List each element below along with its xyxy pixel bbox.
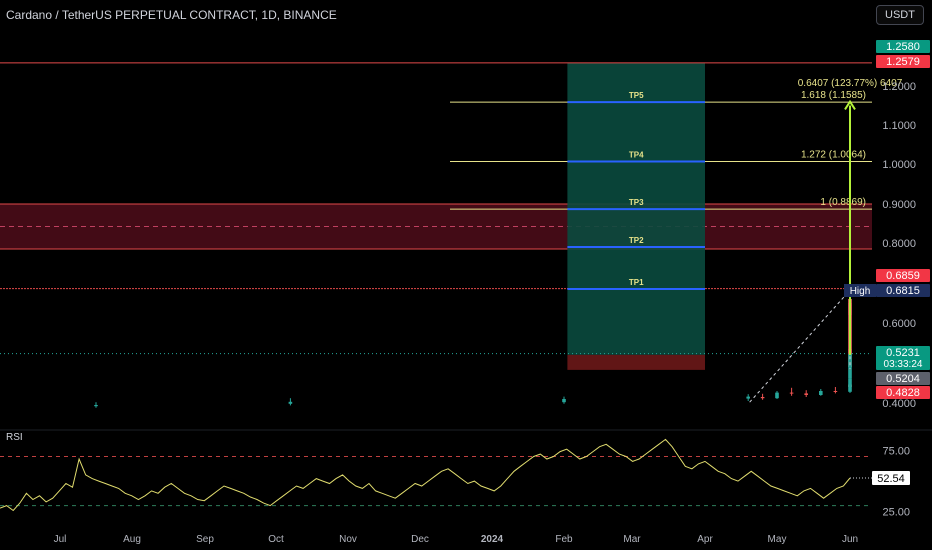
candle-body	[94, 405, 98, 407]
rsi-y-tick-label: 25.00	[882, 507, 910, 519]
y-tick-label: 0.4000	[882, 398, 916, 410]
tp-label: TP2	[629, 236, 644, 245]
price-label-value: 0.4828	[886, 387, 920, 399]
x-tick-label: May	[768, 534, 787, 545]
price-label-value: 0.5204	[886, 373, 920, 385]
tp-label: TP1	[629, 278, 644, 287]
price-label-box	[876, 284, 930, 297]
price-label-box	[876, 55, 930, 68]
candle-body	[819, 391, 823, 395]
zones-layer	[0, 62, 872, 370]
x-tick-label: Sep	[196, 534, 214, 545]
price-label-tag-box	[844, 284, 876, 297]
rsi-value: 52.54	[877, 473, 905, 485]
price-label-value: 1.2580	[886, 41, 920, 53]
fib-label: 1 (0.8869)	[820, 197, 866, 208]
trend-line-up	[749, 289, 851, 403]
x-tick-label: Apr	[697, 534, 713, 545]
price-label-value: 0.6815	[886, 285, 920, 297]
price-label-timer: 03:33:24	[884, 359, 923, 370]
rsi-y-tick-label: 75.00	[882, 445, 910, 457]
x-tick-label: 2024	[481, 534, 504, 545]
rsi-label: RSI	[6, 432, 23, 443]
price-label-value: 0.6859	[886, 270, 920, 282]
candle-body	[746, 396, 750, 399]
x-tick-label: Mar	[623, 534, 641, 545]
price-label-value: 0.5231	[886, 347, 920, 359]
currency-button[interactable]: USDT	[876, 5, 924, 25]
measure-label: 0.6407 (123.77%) 6407	[798, 78, 903, 89]
x-tick-label: Jul	[54, 534, 67, 545]
y-tick-label: 1.0000	[882, 159, 916, 171]
price-label-box	[876, 386, 930, 399]
x-tick-label: Nov	[339, 534, 357, 545]
candle-body	[562, 399, 566, 403]
overlays-layer: 1.618 (1.1585) 1.272 (1.0064) 1 (0.8869) TP…	[450, 78, 903, 403]
y-tick-label: 0.8000	[882, 238, 916, 250]
candle-body	[804, 393, 808, 395]
fib-label: 1.618 (1.1585)	[801, 90, 866, 101]
candle-body	[789, 392, 794, 394]
rsi-layer	[0, 429, 932, 512]
price-label-tag: High	[850, 286, 871, 297]
price-label-box	[876, 346, 930, 370]
y-tick-label: 0.6000	[882, 318, 916, 330]
tp-label: TP3	[629, 198, 644, 207]
candles-layer	[94, 291, 852, 408]
y-tick-label: 1.2000	[882, 81, 916, 93]
x-tick-label: Oct	[268, 534, 284, 545]
rsi-value-box	[872, 470, 910, 485]
x-tick-label: Dec	[411, 534, 429, 545]
y-tick-label: 0.9000	[882, 199, 916, 211]
price-labels-layer: 1.2580 1.2579 0.6859 0.6815 High 0.523103:33:…	[844, 40, 930, 485]
measure-arrowhead	[844, 99, 856, 110]
y-axis: 1.20001.10001.00000.90000.80000.60000.50…	[882, 81, 916, 519]
price-label-box	[876, 40, 930, 53]
x-tick-label: Jun	[842, 534, 858, 545]
tp-label: TP4	[629, 151, 644, 160]
stop-zone	[567, 354, 705, 370]
candle-body	[775, 392, 779, 399]
price-label-box	[876, 269, 930, 282]
x-tick-label: Feb	[555, 534, 573, 545]
candle-body	[833, 391, 838, 392]
horizontal-lines-layer	[0, 62, 872, 355]
price-label-value: 1.2579	[886, 56, 920, 68]
fib-label: 1.272 (1.0064)	[801, 150, 866, 161]
x-axis: Jul Aug Sep Oct Nov Dec 2024 Feb Mar Apr May Jun	[54, 534, 858, 545]
x-tick-label: Aug	[123, 534, 141, 545]
candle-body	[760, 397, 765, 399]
candle-body	[288, 401, 293, 404]
y-tick-label: 1.1000	[882, 120, 916, 132]
price-label-box	[876, 372, 930, 385]
candle-body	[848, 381, 852, 387]
candle-body	[848, 369, 852, 379]
tp-label: TP5	[629, 91, 644, 100]
chart-title: Cardano / TetherUS PERPETUAL CONTRACT, 1…	[6, 8, 337, 22]
rsi-line	[0, 438, 851, 512]
